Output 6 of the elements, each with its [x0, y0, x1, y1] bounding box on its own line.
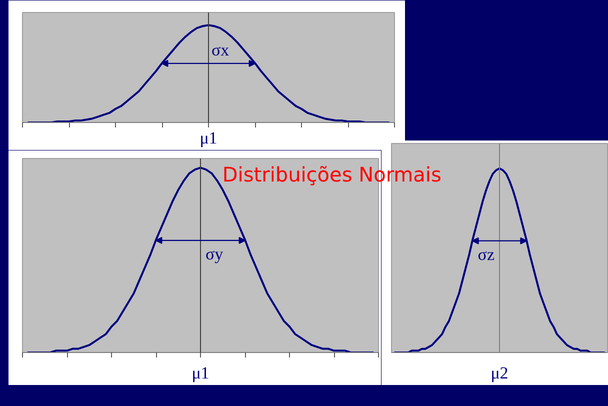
text: μ2 [490, 364, 508, 382]
annotation: σy [206, 244, 224, 264]
text: μ1 [200, 128, 218, 148]
annotation: σx [212, 40, 230, 60]
annotation: σz [478, 244, 495, 264]
text: μ1 [192, 364, 210, 382]
